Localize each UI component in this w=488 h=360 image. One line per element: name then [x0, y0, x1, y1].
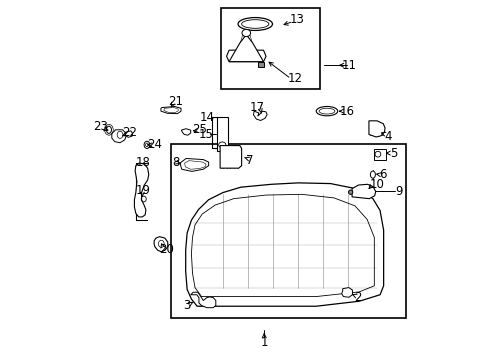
Polygon shape [125, 131, 132, 137]
Ellipse shape [144, 141, 149, 148]
Bar [217, 117, 227, 151]
Text: 10: 10 [369, 178, 384, 191]
Polygon shape [220, 145, 241, 168]
Polygon shape [181, 129, 190, 135]
Text: 11: 11 [341, 59, 356, 72]
Text: 13: 13 [289, 13, 305, 26]
Text: 24: 24 [147, 138, 162, 151]
Ellipse shape [316, 107, 337, 116]
Bar [257, 62, 263, 67]
Text: 6: 6 [378, 168, 386, 181]
Text: 25: 25 [192, 122, 207, 136]
Text: 21: 21 [168, 95, 183, 108]
Text: 2: 2 [353, 291, 361, 304]
Text: 1: 1 [260, 336, 267, 348]
Polygon shape [180, 158, 208, 171]
Ellipse shape [369, 171, 375, 178]
Polygon shape [368, 121, 384, 137]
Bar [171, 144, 405, 318]
Text: 9: 9 [395, 185, 402, 198]
Polygon shape [351, 184, 375, 199]
Text: 23: 23 [93, 121, 108, 134]
Polygon shape [226, 50, 265, 62]
Polygon shape [253, 111, 266, 121]
Polygon shape [161, 107, 181, 114]
Text: 4: 4 [384, 130, 391, 143]
Text: 20: 20 [159, 243, 173, 256]
Ellipse shape [106, 126, 111, 134]
Polygon shape [154, 237, 167, 252]
Text: 14: 14 [199, 111, 214, 124]
Text: 5: 5 [389, 147, 396, 159]
Ellipse shape [242, 30, 250, 37]
Polygon shape [112, 130, 126, 143]
Polygon shape [341, 288, 352, 297]
Text: 18: 18 [136, 156, 150, 169]
Text: 8: 8 [172, 156, 179, 169]
Polygon shape [228, 35, 263, 62]
Ellipse shape [238, 18, 272, 31]
Ellipse shape [348, 190, 352, 194]
Bar [221, 8, 319, 89]
Polygon shape [190, 292, 215, 308]
Text: 22: 22 [122, 126, 137, 139]
Text: 17: 17 [249, 101, 264, 114]
Text: 3: 3 [183, 299, 190, 312]
Text: 16: 16 [339, 105, 353, 118]
Bar [373, 149, 386, 159]
Polygon shape [185, 183, 383, 306]
Text: 19: 19 [136, 184, 151, 197]
Text: 15: 15 [198, 127, 213, 141]
Text: 12: 12 [286, 72, 302, 85]
Text: 7: 7 [245, 154, 253, 167]
Polygon shape [134, 163, 148, 217]
